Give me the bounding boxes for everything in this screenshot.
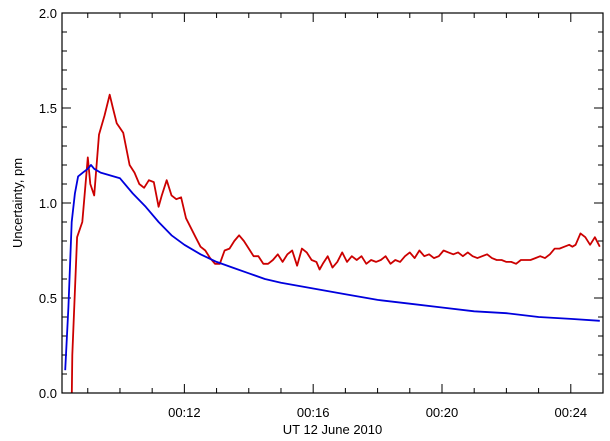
y-tick-label: 0.0 <box>39 386 57 401</box>
x-tick-label: 00:24 <box>555 405 588 420</box>
x-tick-label: 00:16 <box>297 405 330 420</box>
y-axis-title: Uncertainty, pm <box>10 158 25 248</box>
red-series-line <box>70 93 601 393</box>
x-axis-title: UT 12 June 2010 <box>283 422 383 437</box>
x-tick-label: 00:20 <box>426 405 459 420</box>
series-group <box>64 93 601 393</box>
y-tick-label: 1.0 <box>39 196 57 211</box>
y-tick-label: 0.5 <box>39 291 57 306</box>
blue-series-line <box>64 164 600 371</box>
y-tick-label: 1.5 <box>39 101 57 116</box>
y-tick-label: 2.0 <box>39 6 57 21</box>
plot-frame <box>61 12 604 394</box>
x-tick-label: 00:12 <box>168 405 201 420</box>
tick-labels: 00:12 00:16 00:20 00:24 0.0 0.5 1.0 1.5 2.0 <box>39 6 587 420</box>
